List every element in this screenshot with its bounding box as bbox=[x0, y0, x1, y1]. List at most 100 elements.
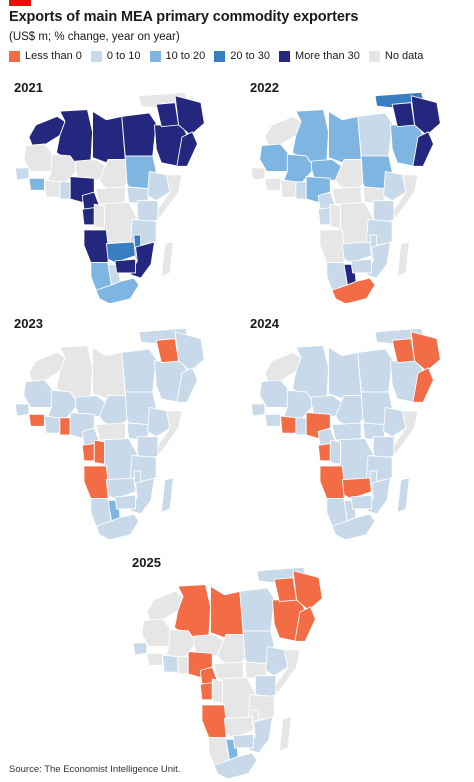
map-countries bbox=[250, 327, 441, 539]
map-panel: 2024 bbox=[242, 314, 470, 539]
choropleth-map bbox=[14, 91, 205, 303]
country-angola bbox=[319, 465, 345, 500]
country-south-africa bbox=[95, 277, 140, 303]
country-gabon bbox=[317, 207, 331, 226]
country-guinea bbox=[28, 413, 45, 427]
country-libya bbox=[92, 110, 126, 166]
country-ghana bbox=[295, 417, 307, 436]
map-year-label: 2021 bbox=[14, 80, 43, 95]
country-ethiopia bbox=[265, 645, 289, 677]
choropleth-map bbox=[250, 91, 441, 303]
country-zimbabwe bbox=[114, 258, 136, 274]
country-gabon bbox=[199, 682, 213, 701]
map-year-label: 2024 bbox=[250, 316, 279, 331]
legend-swatch bbox=[214, 50, 226, 62]
country-senegal bbox=[250, 167, 266, 181]
country-egypt bbox=[357, 348, 393, 393]
country-gulf bbox=[176, 367, 198, 403]
map-year-label: 2022 bbox=[250, 80, 279, 95]
country-libya bbox=[328, 346, 362, 402]
legend-item: 0 to 10 bbox=[90, 50, 141, 62]
country-madagascar bbox=[396, 477, 410, 514]
map-year-label: 2023 bbox=[14, 316, 43, 331]
country-car bbox=[331, 422, 362, 441]
country-egypt bbox=[239, 587, 275, 632]
country-senegal bbox=[250, 403, 266, 417]
legend-label: No data bbox=[384, 50, 424, 62]
country-south-africa bbox=[331, 513, 376, 539]
country-car bbox=[95, 422, 126, 441]
country-somalia bbox=[153, 174, 183, 219]
country-guinea bbox=[28, 177, 45, 191]
country-congo bbox=[93, 203, 106, 229]
choropleth-map bbox=[14, 327, 205, 539]
legend-item: Less than 0 bbox=[9, 50, 82, 62]
country-egypt bbox=[121, 348, 157, 393]
country-gulf bbox=[412, 367, 434, 403]
country-libya bbox=[328, 110, 362, 166]
country-congo bbox=[211, 678, 224, 704]
country-angola bbox=[83, 229, 109, 264]
country-angola bbox=[83, 465, 109, 500]
country-ghana bbox=[59, 417, 71, 436]
country-ethiopia bbox=[383, 170, 407, 202]
country-morocco bbox=[28, 115, 66, 147]
country-cote-divoire bbox=[43, 415, 61, 434]
country-madagascar bbox=[160, 241, 174, 278]
country-senegal bbox=[132, 642, 148, 656]
country-south-africa bbox=[213, 752, 258, 778]
country-somalia bbox=[153, 410, 183, 455]
country-guinea bbox=[146, 652, 163, 666]
country-ghana bbox=[295, 181, 307, 200]
legend-item: 10 to 20 bbox=[149, 50, 205, 62]
country-congo bbox=[93, 439, 106, 465]
country-morocco bbox=[264, 351, 302, 383]
country-morocco bbox=[146, 590, 184, 622]
country-gabon bbox=[317, 443, 331, 462]
country-iraq bbox=[155, 102, 180, 128]
country-gulf bbox=[176, 131, 198, 167]
map-panel: 2022 bbox=[242, 78, 470, 303]
map-countries bbox=[132, 566, 323, 778]
country-senegal bbox=[14, 403, 30, 417]
country-iraq bbox=[273, 577, 298, 603]
country-guinea bbox=[264, 177, 281, 191]
map-countries bbox=[14, 91, 205, 303]
country-cote-divoire bbox=[279, 415, 297, 434]
country-angola bbox=[201, 704, 227, 739]
brand-accent-bar bbox=[9, 0, 31, 6]
country-ghana bbox=[59, 181, 71, 200]
country-south-africa bbox=[331, 277, 376, 303]
country-angola bbox=[319, 229, 345, 264]
choropleth-map bbox=[250, 327, 441, 539]
country-car bbox=[213, 661, 244, 680]
country-somalia bbox=[389, 410, 419, 455]
country-guinea bbox=[264, 413, 281, 427]
country-car bbox=[95, 186, 126, 205]
legend-label: 20 to 30 bbox=[230, 50, 271, 62]
country-ethiopia bbox=[147, 406, 171, 438]
map-panel: 2021 bbox=[6, 78, 234, 303]
country-madagascar bbox=[160, 477, 174, 514]
country-iraq bbox=[391, 338, 416, 364]
country-mauritania bbox=[23, 143, 54, 172]
country-egypt bbox=[357, 112, 393, 157]
country-zambia bbox=[105, 477, 137, 500]
map-countries bbox=[250, 91, 441, 303]
country-south-africa bbox=[95, 513, 140, 539]
country-gabon bbox=[81, 443, 95, 462]
country-mozambique bbox=[129, 241, 156, 279]
legend-item: No data bbox=[368, 50, 424, 62]
map-countries bbox=[14, 327, 205, 539]
legend-item: More than 30 bbox=[279, 50, 360, 62]
country-ethiopia bbox=[147, 170, 171, 202]
country-mauritania bbox=[141, 618, 172, 647]
country-congo bbox=[329, 439, 342, 465]
country-zimbabwe bbox=[350, 258, 372, 274]
legend-label: More than 30 bbox=[295, 50, 360, 62]
country-zambia bbox=[105, 241, 137, 264]
country-iraq bbox=[155, 338, 180, 364]
country-zambia bbox=[223, 716, 255, 739]
country-zimbabwe bbox=[350, 494, 372, 510]
country-mozambique bbox=[365, 241, 392, 279]
